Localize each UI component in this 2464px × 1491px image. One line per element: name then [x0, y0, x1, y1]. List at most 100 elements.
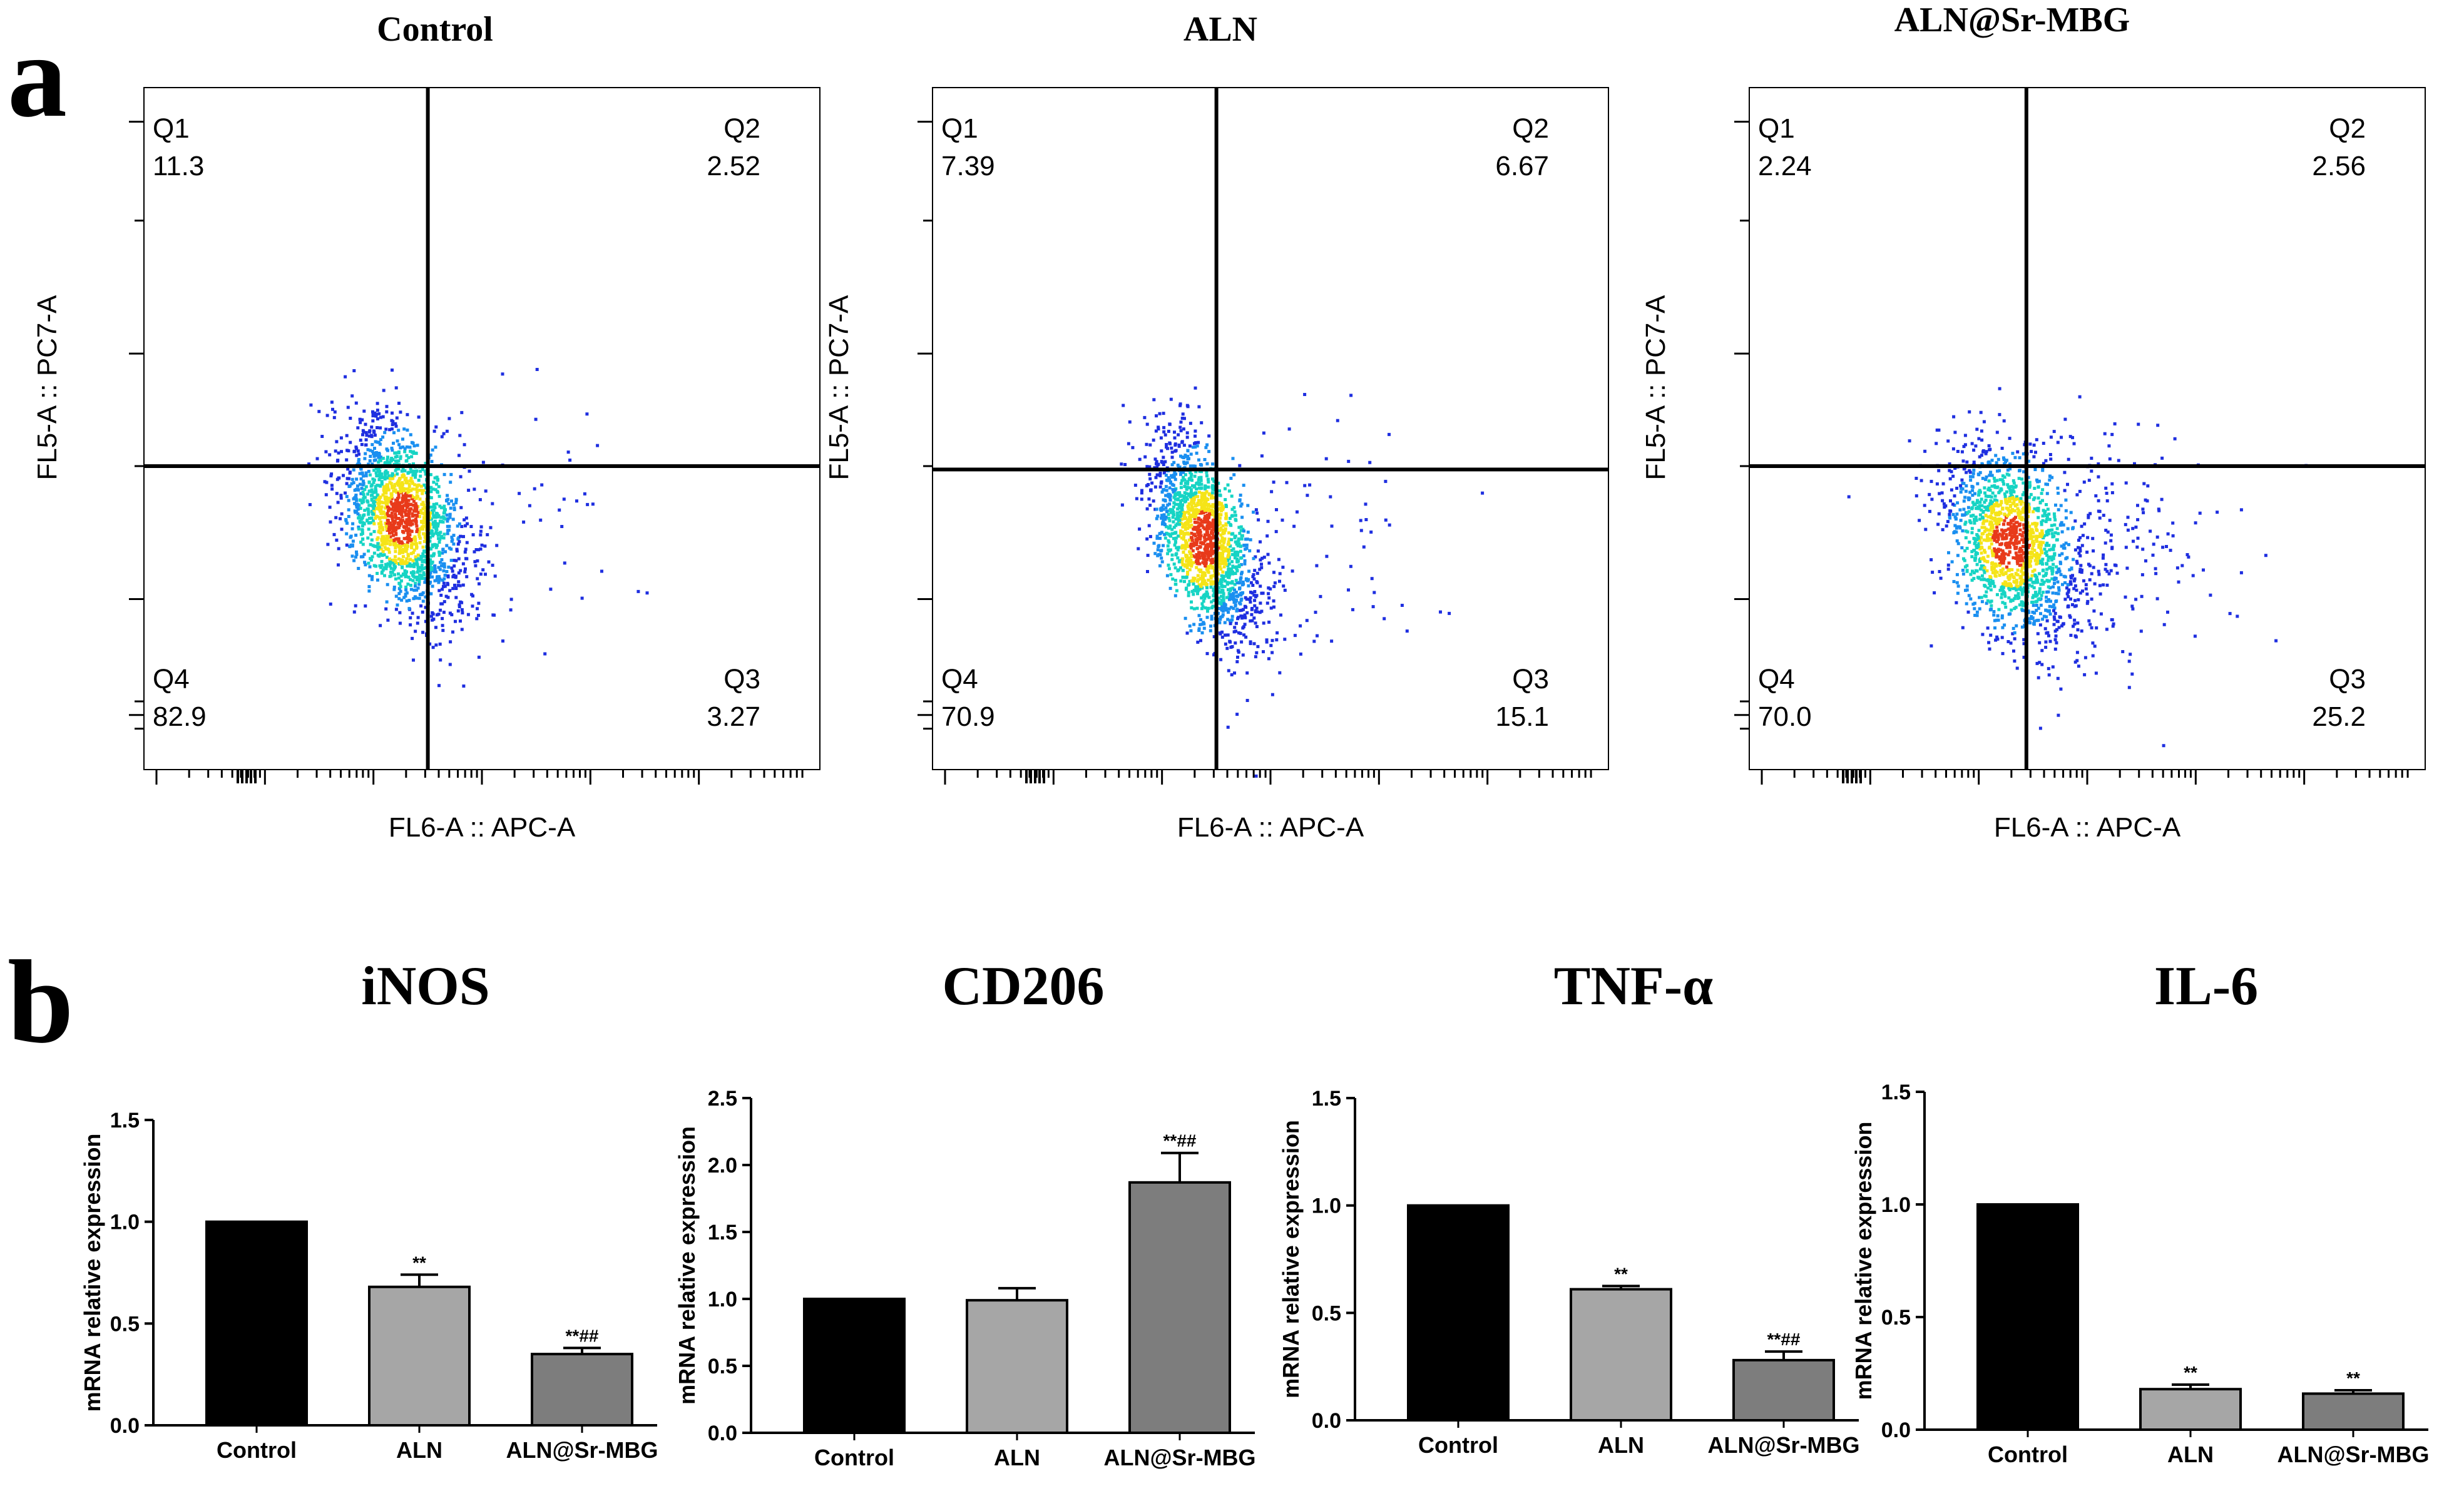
event-dot — [1195, 566, 1199, 569]
event-dot — [1226, 559, 1230, 562]
event-dot — [1162, 544, 1165, 547]
event-dot — [1986, 504, 1990, 508]
event-dot — [1232, 547, 1235, 551]
event-dot — [2063, 546, 2067, 550]
event-dot — [406, 541, 409, 544]
event-dot — [1976, 505, 1980, 509]
event-dot — [2072, 557, 2075, 561]
event-dot — [1977, 542, 1981, 546]
event-dot — [428, 565, 432, 569]
event-dot — [580, 596, 584, 600]
event-dot — [1984, 452, 1988, 455]
quadrant-value: 70.9 — [941, 701, 995, 732]
event-dot — [355, 509, 359, 513]
event-dot — [2012, 490, 2016, 494]
event-dot — [377, 452, 381, 456]
event-dot — [1168, 481, 1172, 485]
event-dot — [429, 453, 432, 457]
event-dot — [2048, 639, 2052, 643]
event-dot — [2274, 639, 2278, 643]
event-dot — [352, 610, 356, 614]
event-dot — [1234, 514, 1237, 517]
event-dot — [2098, 592, 2102, 596]
event-dot — [364, 474, 368, 477]
event-dot — [1199, 585, 1203, 589]
event-dot — [1995, 555, 1998, 559]
event-dot — [2046, 482, 2049, 486]
event-dot — [1995, 571, 1999, 574]
event-dot — [2115, 571, 2119, 575]
event-dot — [1998, 387, 2001, 390]
event-dot — [2037, 546, 2041, 549]
event-dot — [1181, 569, 1185, 572]
event-dot — [1962, 499, 1966, 503]
event-dot — [1180, 536, 1183, 540]
event-dot — [2008, 546, 2012, 549]
event-dot — [1205, 508, 1209, 512]
event-dot — [2064, 498, 2068, 502]
event-dot — [370, 558, 373, 562]
event-dot — [493, 613, 496, 617]
event-dot — [1195, 451, 1199, 455]
event-dot — [1270, 651, 1274, 654]
event-dot — [1190, 600, 1193, 604]
event-dot — [384, 512, 387, 516]
event-dot — [2022, 586, 2026, 590]
event-dot — [1189, 544, 1192, 548]
event-dot — [460, 608, 464, 611]
event-dot — [450, 566, 454, 570]
event-dot — [1120, 503, 1124, 507]
event-dot — [2001, 474, 2005, 478]
event-dot — [423, 535, 427, 538]
event-dot — [1242, 633, 1246, 637]
event-dot — [1172, 484, 1175, 487]
event-dot — [1977, 473, 1981, 477]
event-dot — [1218, 621, 1222, 624]
event-dot — [402, 525, 406, 529]
event-dot — [1179, 522, 1183, 526]
event-dot — [369, 542, 372, 546]
event-dot — [2022, 470, 2025, 474]
event-dot — [1990, 509, 1994, 512]
event-dot — [1128, 420, 1132, 424]
event-dot — [397, 496, 401, 499]
event-dot — [1199, 623, 1202, 626]
event-dot — [2060, 552, 2064, 556]
event-dot — [358, 482, 362, 486]
event-dot — [344, 517, 348, 521]
event-dot — [340, 512, 344, 516]
event-dot — [1977, 437, 1981, 440]
event-dot — [1189, 552, 1192, 555]
event-dot — [2052, 430, 2056, 434]
event-dot — [381, 568, 385, 572]
event-dot — [1975, 501, 1979, 504]
event-dot — [412, 469, 416, 473]
event-dot — [356, 507, 360, 511]
event-dot — [389, 514, 393, 518]
event-dot — [394, 386, 398, 390]
event-dot — [386, 522, 389, 526]
event-dot — [2051, 566, 2055, 570]
event-dot — [365, 434, 369, 437]
event-dot — [1956, 542, 1960, 546]
event-dot — [1173, 579, 1177, 582]
event-dot — [399, 446, 402, 450]
event-dot — [1156, 463, 1160, 467]
event-dot — [1202, 526, 1205, 529]
event-dot — [1254, 508, 1258, 512]
event-dot — [2003, 556, 2006, 560]
event-dot — [394, 532, 398, 536]
event-dot — [2034, 591, 2038, 595]
event-dot — [1986, 626, 1990, 630]
event-dot — [1277, 557, 1281, 561]
event-dot — [1201, 556, 1205, 560]
event-dot — [2160, 497, 2164, 501]
event-dot — [2027, 617, 2031, 621]
event-dot — [457, 580, 461, 584]
event-dot — [2018, 528, 2022, 532]
event-dot — [2022, 452, 2025, 455]
event-dot — [1953, 524, 1957, 527]
event-dot — [1203, 539, 1207, 543]
event-dot — [1983, 584, 1986, 588]
event-dot — [447, 502, 451, 506]
